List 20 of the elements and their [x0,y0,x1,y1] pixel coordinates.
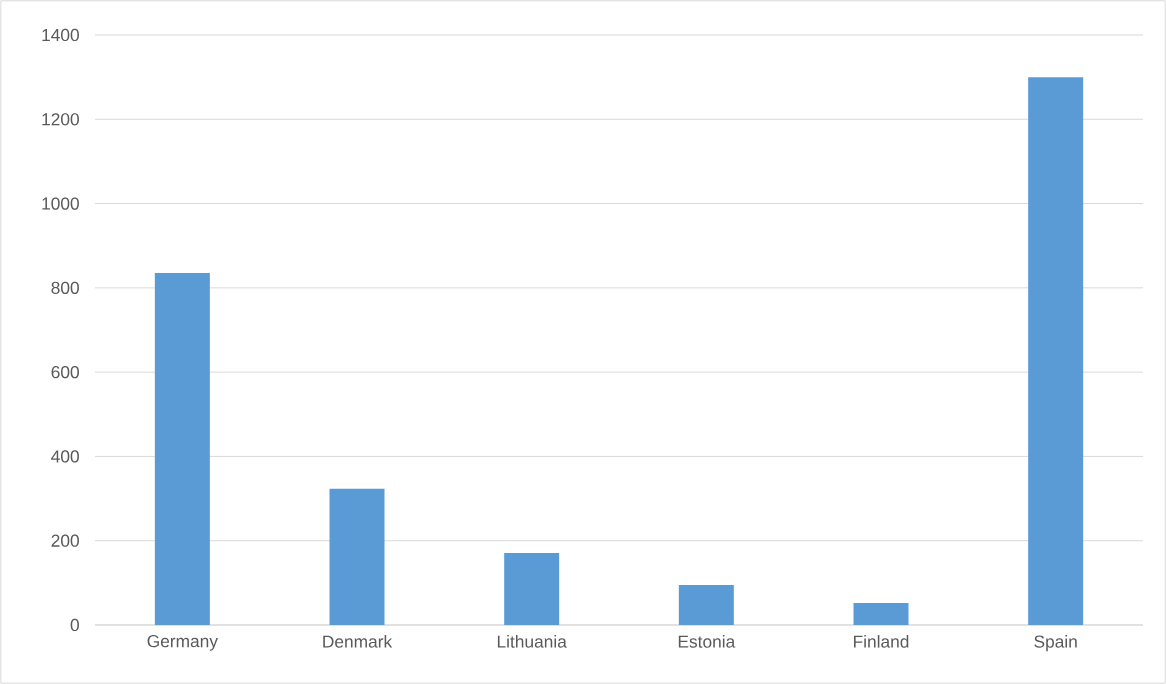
y-tick-label: 1200 [42,113,79,126]
x-tick-label: Estonia [678,635,736,648]
x-tick-label: Denmark [323,635,393,648]
bar [1028,77,1084,625]
bar [329,488,385,625]
bar [678,584,734,625]
y-tick-label: 800 [51,281,79,294]
x-tick-label: Spain [1034,635,1077,652]
x-tick-label: Germany [147,635,218,651]
bar [154,273,210,625]
x-tick-label: Lithuania [497,635,567,648]
bar [504,552,560,625]
bar [853,603,909,625]
y-tick-label: 0 [70,618,79,632]
y-tick-label: 400 [51,450,79,463]
y-tick-label: 200 [51,534,79,547]
y-tick-label: 1000 [42,197,79,210]
y-tick-label: 1400 [42,28,79,42]
x-tick-label: Finland [854,635,909,648]
y-tick-label: 600 [51,365,79,379]
